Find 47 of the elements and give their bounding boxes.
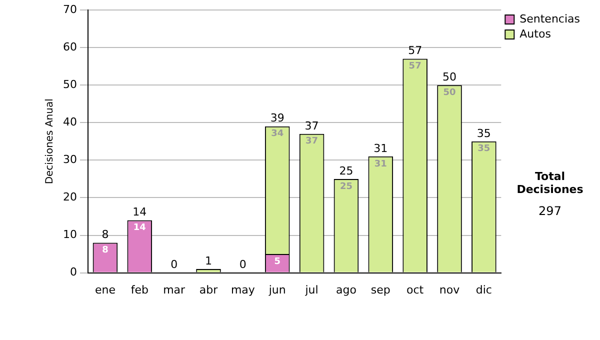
data-label: 5 — [274, 256, 280, 267]
total-label: 50 — [442, 70, 457, 84]
total-label: 1 — [205, 254, 212, 268]
data-label: 50 — [443, 88, 456, 98]
y-tick-label: 10 — [62, 228, 77, 242]
x-tick-label: ene — [94, 283, 116, 296]
data-label: 25 — [340, 182, 352, 192]
x-tick-label: feb — [130, 283, 148, 296]
total-label: 25 — [339, 164, 354, 178]
x-tick-label: mar — [163, 283, 186, 296]
x-tick-label: sep — [370, 283, 390, 296]
x-tick-label: oct — [406, 283, 424, 296]
data-label: 14 — [133, 223, 146, 234]
x-tick-label: ago — [336, 283, 357, 296]
total-label: 35 — [476, 126, 491, 140]
data-label: 37 — [306, 136, 318, 147]
legend-label: Autos — [520, 27, 552, 40]
x-tick-label: nov — [439, 283, 460, 296]
data-label: 8 — [102, 246, 108, 256]
data-label: 57 — [408, 62, 422, 72]
data-label: 34 — [271, 129, 284, 140]
total-label: 0 — [239, 258, 246, 272]
y-tick-label: 30 — [62, 153, 77, 166]
legend-label: Sentencias — [520, 12, 580, 26]
data-label: 35 — [478, 144, 490, 154]
x-tick-label: jul — [304, 283, 318, 296]
total-label: 14 — [132, 206, 147, 219]
total-label: 37 — [304, 119, 319, 132]
total-label: 0 — [170, 258, 178, 272]
total-label: 8 — [102, 228, 109, 242]
y-tick-label: 60 — [62, 40, 77, 54]
x-tick-label: dic — [476, 283, 492, 296]
y-tick-label: 40 — [62, 115, 77, 128]
total-label: 39 — [270, 112, 284, 125]
y-axis-title: Decisiones Anual — [44, 98, 56, 184]
x-tick-label: jun — [268, 283, 286, 296]
total-label: 31 — [374, 142, 388, 155]
text: 297 — [538, 204, 562, 218]
x-tick-label: may — [230, 283, 256, 296]
data-label: 31 — [374, 159, 387, 170]
y-tick-label: 50 — [62, 78, 77, 91]
x-tick-label: abr — [199, 283, 218, 296]
y-tick-label: 20 — [62, 190, 77, 204]
y-tick-label: 0 — [70, 266, 77, 279]
text: Total Decisiones — [516, 170, 584, 196]
y-tick-label: 70 — [62, 2, 77, 16]
total-label: 57 — [408, 44, 422, 58]
